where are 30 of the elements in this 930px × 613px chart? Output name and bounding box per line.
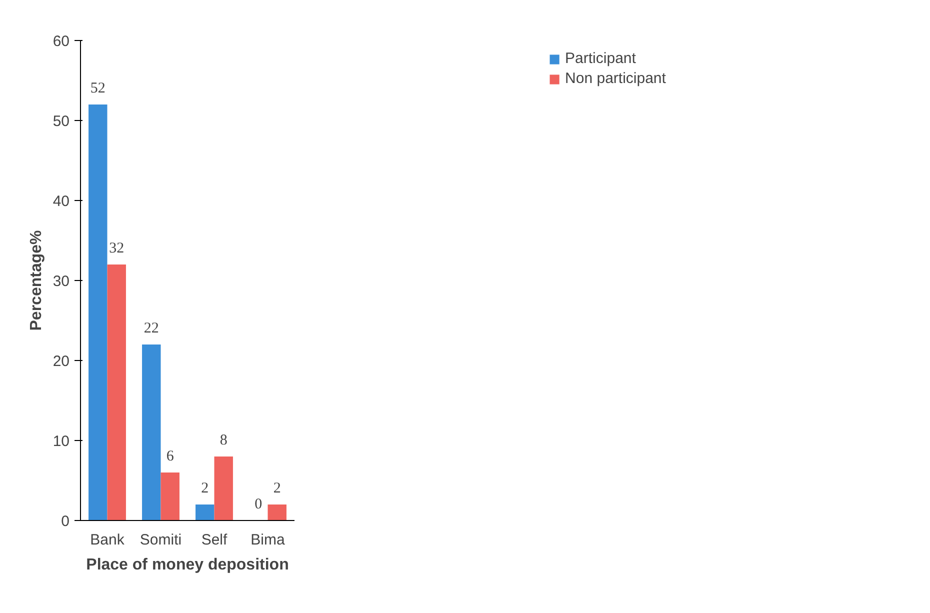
legend-label: Participant bbox=[565, 50, 636, 67]
data-label: 22 bbox=[144, 320, 159, 336]
data-label: 52 bbox=[90, 80, 106, 96]
x-tick-label: Self bbox=[201, 532, 228, 548]
legend-label: Non participant bbox=[565, 70, 666, 87]
data-label: 0 bbox=[254, 496, 262, 512]
y-tick-label: 50 bbox=[52, 113, 70, 130]
y-tick-label: 40 bbox=[52, 193, 70, 210]
data-label: 6 bbox=[166, 448, 174, 464]
y-tick-label: 60 bbox=[52, 33, 70, 50]
y-tick-label: 30 bbox=[52, 273, 70, 290]
y-tick-label: 10 bbox=[52, 433, 70, 450]
data-label: 2 bbox=[273, 480, 281, 496]
bar bbox=[268, 504, 286, 520]
x-tick-label: Bima bbox=[250, 532, 286, 548]
y-tick-label: 0 bbox=[61, 513, 70, 530]
data-label: 32 bbox=[109, 240, 124, 256]
data-label: 8 bbox=[220, 432, 228, 448]
data-label: 2 bbox=[201, 480, 209, 496]
bar bbox=[196, 504, 214, 520]
y-tick-label: 20 bbox=[52, 353, 70, 370]
x-tick-label: Somiti bbox=[140, 532, 182, 548]
y-axis-title: Percentage% bbox=[28, 230, 45, 331]
bar bbox=[107, 264, 126, 520]
bar bbox=[88, 104, 108, 520]
x-axis-title: Place of money deposition bbox=[86, 556, 289, 574]
bar bbox=[142, 344, 161, 520]
bar bbox=[160, 472, 180, 520]
x-tick-label: Bank bbox=[90, 532, 125, 548]
bar bbox=[214, 456, 233, 520]
